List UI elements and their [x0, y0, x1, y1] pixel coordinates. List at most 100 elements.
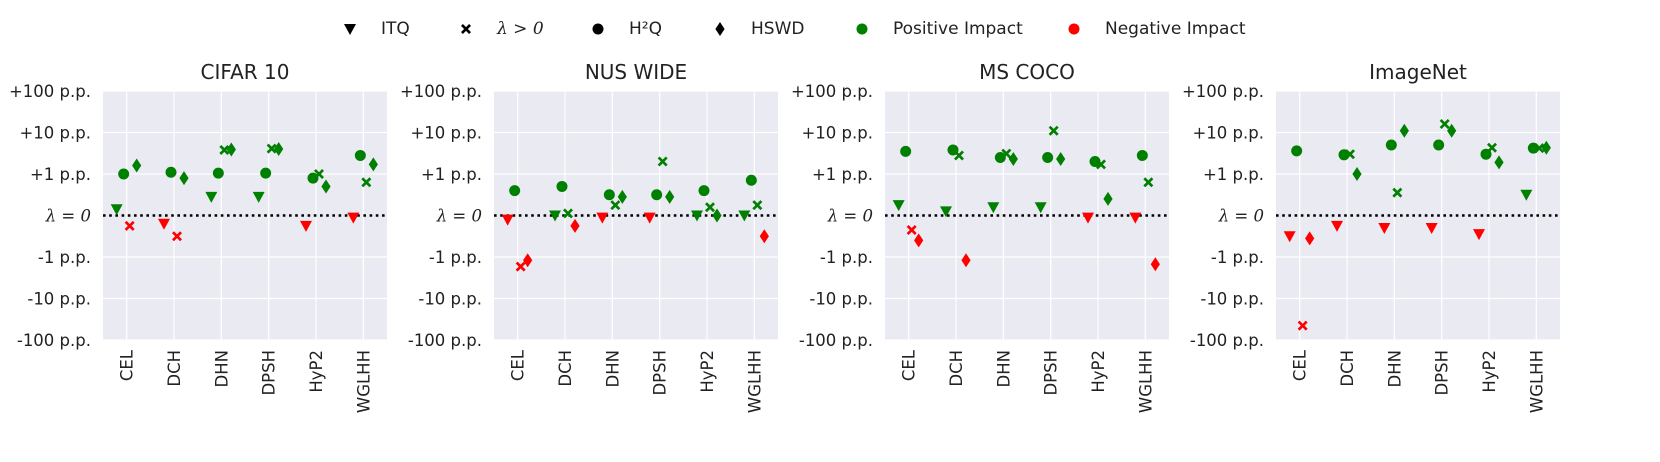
x-tick-label: DPSH [1433, 350, 1452, 396]
point-h-q-wglhh [1136, 149, 1148, 161]
x-tick-label: HyP2 [1089, 350, 1108, 393]
chart-title: MS COCO [979, 60, 1075, 84]
point-itq-hyp2 [1082, 212, 1094, 224]
y-tick-label: -1 p.p. [429, 248, 482, 267]
point-0-wglhh [1143, 177, 1154, 188]
point-itq-hyp2 [300, 220, 312, 232]
point-h-q-dhn [603, 189, 615, 201]
legend-marker-positive-impact-icon [856, 23, 868, 35]
y-tick-label: +1 p.p. [30, 165, 91, 184]
point-0-dch [1345, 149, 1355, 160]
legend-marker-h-q-icon [592, 23, 604, 35]
point-h-q-dch [556, 180, 568, 192]
point-h-q-dhn [212, 167, 224, 179]
legend-item-itq: ITQ [344, 19, 410, 39]
point-h-q-cel [509, 185, 521, 197]
legend-item-hswd: HSWD [715, 19, 804, 39]
point-itq-cel [501, 214, 514, 226]
legend-marker-hswd-icon [715, 22, 725, 36]
point-h-q-cel [1291, 145, 1303, 157]
point-h-q-dch [165, 166, 177, 178]
point-hswd-dpsh [665, 189, 675, 204]
point-hswd-dpsh [1447, 123, 1457, 138]
y-tick-label: -1 p.p. [38, 248, 91, 267]
point-hswd-dhn [1008, 151, 1018, 166]
point-0-dpsh [1048, 125, 1059, 136]
point-hswd-cel [523, 253, 533, 268]
x-tick-label: DPSH [1042, 350, 1061, 396]
x-tick-label: DPSH [260, 350, 279, 396]
point-itq-dch [940, 206, 952, 218]
point-0-dhn [1001, 148, 1012, 159]
point-itq-wglhh [1129, 212, 1142, 224]
point-hswd-dch [961, 253, 971, 268]
legend-marker-0-icon [461, 24, 471, 34]
point-h-q-dhn [1385, 139, 1397, 151]
point-0-dhn [1392, 187, 1403, 198]
point-0-cel [1297, 320, 1308, 331]
point-hswd-wglhh [1150, 257, 1160, 272]
point-hswd-dch [570, 218, 580, 233]
y-tick-label: -100 p.p. [408, 331, 482, 350]
y-tick-label: +1 p.p. [812, 165, 873, 184]
x-tick-label: DHN [994, 350, 1013, 387]
point-hswd-dpsh [274, 142, 284, 157]
point-itq-dhn [987, 202, 1000, 214]
chart-panels: CIFAR 10 +100 p.p. +10 p.p. +1 p.p. λ = 0 -1 … [9, 60, 1560, 413]
plot-area [885, 91, 1169, 340]
legend-marker-negative-impact-icon [1068, 23, 1080, 35]
point-0-dch [563, 208, 573, 219]
x-tick-label: WGLHH [1527, 350, 1546, 413]
plot-area [494, 91, 778, 340]
y-tick-label: +10 p.p. [19, 124, 91, 143]
y-tick-label: +10 p.p. [410, 124, 482, 143]
point-hswd-dpsh [1056, 151, 1066, 166]
point-itq-hyp2 [1473, 229, 1485, 241]
point-itq-dch [1331, 220, 1343, 232]
chart-cifar-10: CIFAR 10 +100 p.p. +10 p.p. +1 p.p. λ = 0 -1 … [9, 60, 387, 413]
legend-label: Negative Impact [1105, 19, 1246, 39]
point-itq-wglhh [347, 212, 360, 224]
point-itq-dpsh [252, 191, 265, 203]
point-hswd-dhn [617, 189, 627, 204]
x-tick-label: DHN [1385, 350, 1404, 387]
point-0-dhn [610, 200, 621, 211]
point-0-wglhh [752, 200, 763, 211]
point-itq-dpsh [643, 212, 656, 224]
point-0-dhn [219, 144, 230, 155]
legend-marker-itq-icon [344, 24, 356, 35]
y-tick-label: λ = 0 [1218, 207, 1264, 226]
point-0-hyp2 [1096, 159, 1106, 170]
point-itq-wglhh [1520, 189, 1533, 201]
plot-area [1276, 91, 1560, 340]
y-tick-label: +1 p.p. [1203, 165, 1264, 184]
point-itq-cel [1283, 231, 1296, 243]
y-tick-label: -10 p.p. [418, 290, 482, 309]
legend-label: ITQ [381, 19, 410, 39]
point-0-dpsh [1439, 119, 1450, 130]
point-hswd-hyp2 [1494, 155, 1504, 170]
y-tick-label: -10 p.p. [809, 290, 873, 309]
x-tick-label: DCH [1338, 350, 1357, 387]
y-tick-label: -1 p.p. [820, 248, 873, 267]
y-tick-label: +100 p.p. [791, 82, 873, 101]
chart-nus-wide: NUS WIDE +100 p.p. +10 p.p. +1 p.p. λ = 0 -1 … [400, 60, 778, 413]
point-itq-dhn [1378, 222, 1391, 234]
y-tick-label: +100 p.p. [9, 82, 91, 101]
point-hswd-hyp2 [1103, 191, 1113, 206]
legend-label: λ > 0 [496, 19, 544, 39]
point-hswd-cel [914, 233, 924, 248]
y-tick-label: -10 p.p. [1200, 290, 1264, 309]
x-tick-label: CEL [1291, 349, 1310, 381]
point-itq-hyp2 [691, 210, 703, 222]
x-tick-label: DCH [556, 350, 575, 387]
y-tick-label: +10 p.p. [1192, 124, 1264, 143]
x-tick-label: CEL [509, 349, 528, 381]
point-h-q-hyp2 [698, 185, 710, 197]
point-h-q-wglhh [745, 174, 757, 186]
point-h-q-dpsh [260, 167, 272, 179]
point-itq-dch [549, 210, 561, 222]
point-0-hyp2 [314, 169, 324, 179]
